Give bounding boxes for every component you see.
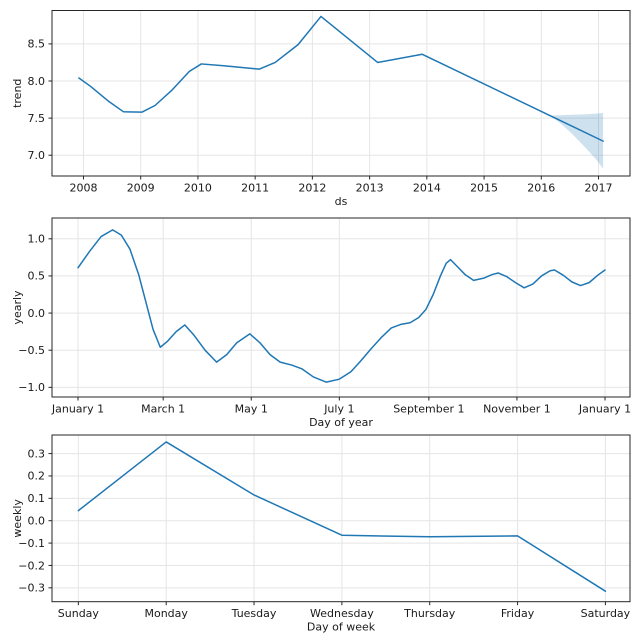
x-axis-label: ds <box>335 195 348 208</box>
y-tick-label: 0.0 <box>28 307 46 320</box>
x-tick-label: November 1 <box>483 403 551 416</box>
x-tick-label: Friday <box>501 607 535 620</box>
y-axis-label: trend <box>11 79 24 108</box>
axes-spines <box>51 434 631 603</box>
x-tick-label: 2013 <box>356 182 384 195</box>
trend-line <box>78 15 604 142</box>
subplot-trend: 2008 2009 2010 2011 2012 2013 2014 2015 2016 2017… <box>11 10 631 208</box>
x-tick-label: January 1 <box>51 403 104 416</box>
x-tick-label: 2014 <box>413 182 441 195</box>
x-tick-label: 2008 <box>69 182 97 195</box>
x-tick-label: 2012 <box>298 182 326 195</box>
weekly-line <box>77 441 607 592</box>
y-tick-label: −0.3 <box>18 582 45 595</box>
y-tick-label: −0.1 <box>18 537 45 550</box>
uncertainty-band <box>549 112 604 169</box>
y-tick-label: 0.5 <box>28 270 46 283</box>
x-tick-label: Sunday <box>58 607 100 620</box>
subplot-yearly: January 1 March 1 May 1 July 1 September 1 No… <box>11 217 631 429</box>
x-tick-label: Thursday <box>403 607 456 620</box>
yearly-line <box>77 229 606 383</box>
x-tick-label: 2015 <box>470 182 498 195</box>
y-tick-label: 0.2 <box>28 470 46 483</box>
x-tick-label: Tuesday <box>231 607 277 620</box>
y-tick-label: 7.5 <box>28 112 46 125</box>
x-tick-label: 2011 <box>241 182 269 195</box>
x-tick-label: 2009 <box>127 182 155 195</box>
x-tick-label: January 1 <box>578 403 631 416</box>
y-tick-label: 7.0 <box>28 149 46 162</box>
y-tick-label: 0.1 <box>28 492 46 505</box>
x-tick-label: 2017 <box>585 182 613 195</box>
y-axis-label: weekly <box>11 499 24 538</box>
x-axis-label: Day of week <box>307 621 376 634</box>
x-tick-label: March 1 <box>141 403 185 416</box>
x-tick-label: May 1 <box>235 403 268 416</box>
y-tick-label: 1.0 <box>28 233 46 246</box>
x-tick-label: Wednesday <box>310 607 374 620</box>
y-tick-label: 0.3 <box>28 447 46 460</box>
subplot-weekly: Sunday Monday Tuesday Wednesday Thursday Frid… <box>11 434 631 634</box>
y-tick-label: −0.2 <box>18 559 45 572</box>
y-tick-label: −0.5 <box>18 344 45 357</box>
y-tick-label: 8.0 <box>28 75 46 88</box>
x-tick-label: July 1 <box>323 403 354 416</box>
y-tick-label: 8.5 <box>28 38 46 51</box>
y-tick-label: −1.0 <box>18 381 45 394</box>
x-tick-label: 2016 <box>527 182 555 195</box>
axes-spines <box>51 10 631 177</box>
x-tick-label: September 1 <box>393 403 464 416</box>
y-axis-label: yearly <box>11 290 24 325</box>
axes-spines <box>51 217 631 398</box>
x-tick-label: Saturday <box>581 607 631 620</box>
y-tick-label: 0.0 <box>28 514 46 527</box>
x-tick-label: 2010 <box>184 182 212 195</box>
x-axis-label: Day of year <box>309 416 373 429</box>
x-tick-label: Monday <box>144 607 188 620</box>
